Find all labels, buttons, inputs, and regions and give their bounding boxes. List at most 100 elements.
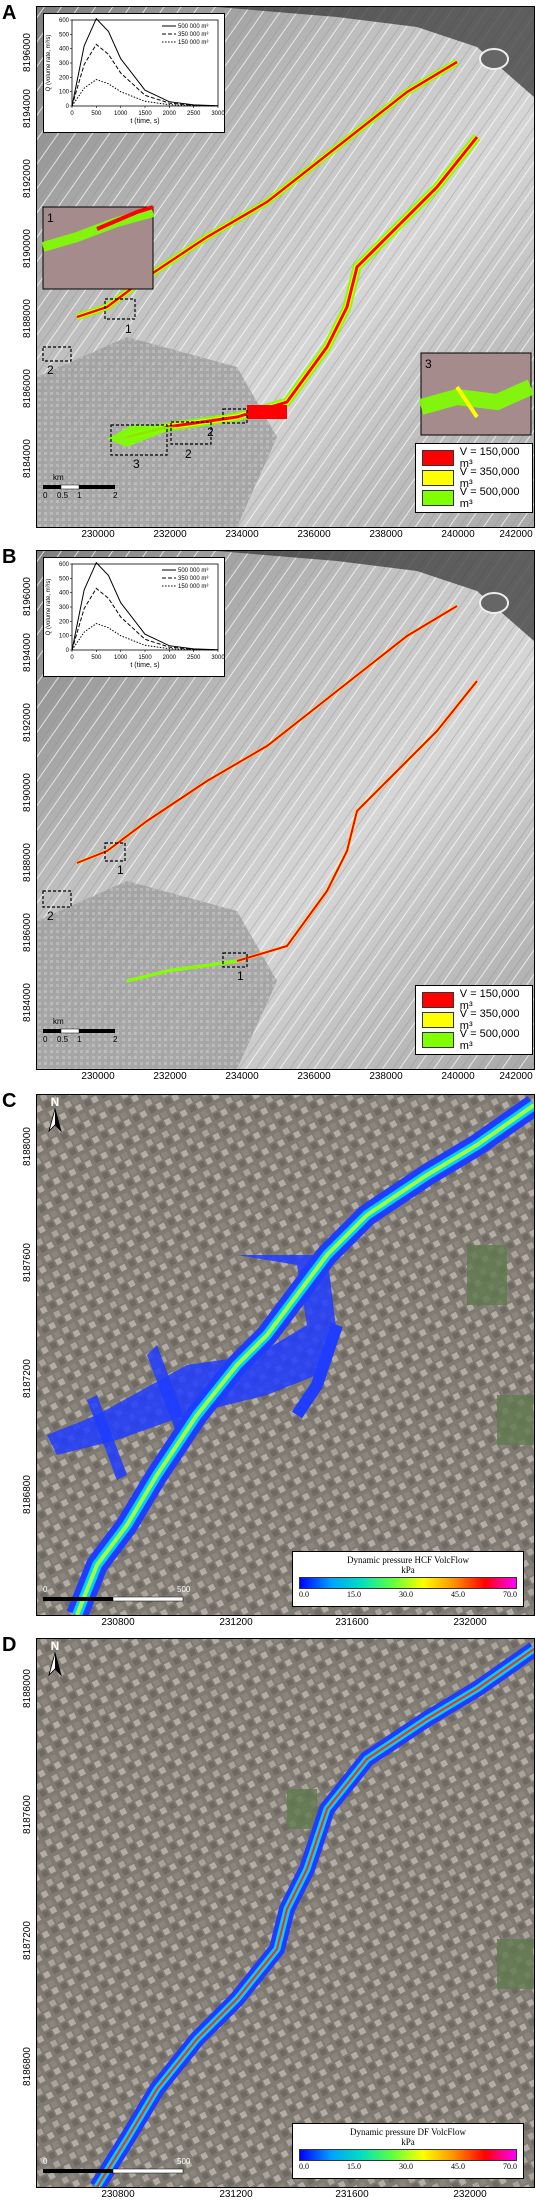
y-tick-label: 200 (59, 75, 70, 81)
scale-tick: 0 (43, 2157, 48, 2166)
scale-bar-d (43, 2168, 184, 2174)
legend-tick: 45.0 (451, 1590, 465, 1599)
legend-label: V = 350,000 m³ (459, 466, 520, 490)
legend-tick: 70.0 (503, 1590, 517, 1599)
scale-unit: km (53, 1017, 64, 1026)
x-tick-label: 0 (70, 111, 74, 117)
hillshade-map-b[interactable]: 2 1 1 km 0 0.5 1 2 0 500 1000 1500 2000 2500 3… (36, 550, 535, 1070)
legend-label: V = 350,000 m³ (459, 1008, 520, 1032)
y-tick-label: 300 (59, 61, 70, 67)
y-tick-label: 400 (59, 591, 70, 597)
y-tick: 8188000 (22, 299, 33, 338)
legend-swatch (422, 470, 454, 486)
legend-tick: 15.0 (347, 1590, 361, 1599)
x-tick-label: 2000 (163, 655, 177, 661)
scale-tick: 0.5 (57, 491, 69, 500)
x-tick: 230800 (101, 2189, 135, 2200)
legend-swatch (422, 450, 454, 466)
scale-tick: 2 (113, 1035, 118, 1044)
x-tick: 238000 (369, 1071, 403, 1082)
scale-tick: 1 (77, 491, 82, 500)
scale-bar-b (43, 1028, 115, 1034)
x-tick: 236000 (297, 529, 331, 540)
y-tick: 8196000 (22, 577, 33, 616)
hydrograph-chart: 0 500 1000 1500 2000 2500 3000 0 100 200 300 400 500… (43, 557, 225, 677)
legend-tick: 0.0 (299, 2162, 309, 2171)
y-tick: 8186800 (22, 2047, 33, 2086)
x-tick: 234000 (225, 529, 259, 540)
volume-legend-b: V = 150,000 m³ V = 350,000 m³ V = 500,00… (415, 985, 533, 1055)
x-tick: 231600 (335, 1617, 369, 1628)
hydrograph-series-line (71, 78, 219, 107)
y-tick: 8187600 (22, 1243, 33, 1282)
hillshade-map-a[interactable]: 1 2 3 2 2 1 3 km 0 0.5 1 2 0 500 1000 1500 2… (36, 6, 535, 528)
scale-tick: 0.5 (57, 1035, 69, 1044)
north-arrow-icon (48, 1651, 62, 1677)
legend-label: V = 150,000 m³ (459, 446, 520, 470)
y-tick-label: 400 (59, 47, 70, 53)
y-tick-label: 100 (59, 634, 70, 640)
legend-tick: 70.0 (503, 2162, 517, 2171)
hydrograph-legend-label: 350 000 m³ (178, 576, 208, 582)
x-tick-label: 500 (91, 655, 102, 661)
hydrograph-series-line (71, 561, 219, 651)
y-tick: 8188000 (22, 1127, 33, 1166)
y-tick: 8187200 (22, 1921, 33, 1960)
scale-tick: 1 (77, 1035, 82, 1044)
y-tick: 8186000 (22, 369, 33, 408)
scale-tick: 500 (177, 2157, 191, 2166)
x-tick-label: 3000 (211, 111, 224, 117)
legend-row: V = 350,000 m³ (422, 1008, 526, 1032)
legend-swatch (422, 992, 454, 1008)
satellite-map-d[interactable]: N 0 500 Dynamic pressure DF VolcFlow kPa… (36, 1638, 535, 2188)
legend-label: V = 500,000 m³ (459, 486, 520, 510)
zoom-label: 1 (47, 211, 54, 225)
scale-tick: 0 (43, 491, 48, 500)
legend-label: V = 150,000 m³ (459, 988, 520, 1012)
y-tick-label: 200 (59, 619, 70, 625)
color-ramp (299, 2149, 517, 2161)
y-tick: 8192000 (22, 159, 33, 198)
zoom-label: 2 (47, 363, 54, 377)
legend-tick: 15.0 (347, 2162, 361, 2171)
x-axis-label: t (time, s) (130, 662, 159, 669)
scale-bar-a (43, 484, 115, 490)
y-tick: 8184000 (22, 983, 33, 1022)
hydrograph-svg: 0 500 1000 1500 2000 2500 3000 0 100 200 300 400 500… (46, 561, 224, 669)
y-tick: 8188000 (22, 843, 33, 882)
y-tick: 8194000 (22, 633, 33, 672)
x-tick-label: 2500 (187, 111, 201, 117)
scale-tick: 0 (43, 1585, 48, 1594)
scale-bar-c (43, 1596, 184, 1602)
zoom-label: 2 (47, 909, 54, 923)
zoom-label: 1 (125, 322, 132, 336)
hydrograph-series-line (71, 587, 219, 651)
legend-ticks: 0.0 15.0 30.0 45.0 70.0 (299, 1590, 517, 1599)
y-tick: 8187200 (22, 1359, 33, 1398)
legend-row: V = 500,000 m³ (422, 1028, 526, 1052)
legend-title: Dynamic pressure DF VolcFlow (350, 2127, 466, 2137)
y-tick: 8187600 (22, 1795, 33, 1834)
pressure-legend-c: Dynamic pressure HCF VolcFlow kPa 0.0 15… (292, 1551, 524, 1607)
legend-unit: kPa (401, 1565, 415, 1575)
zoom-label: 2 (207, 425, 214, 439)
x-tick-label: 0 (70, 655, 74, 661)
x-tick: 236000 (297, 1071, 331, 1082)
panel-letter-d: D (2, 1634, 17, 1656)
y-tick: 8186800 (22, 1475, 33, 1514)
hydrograph-svg: 0 500 1000 1500 2000 2500 3000 0 100 200 300 400 500… (46, 17, 224, 125)
y-tick: 8194000 (22, 89, 33, 128)
x-tick: 232000 (153, 529, 187, 540)
hydrograph-legend-label: 150 000 m³ (178, 40, 208, 46)
y-tick: 8190000 (22, 773, 33, 812)
y-tick: 8184000 (22, 439, 33, 478)
x-tick: 231600 (335, 2189, 369, 2200)
legend-swatch (422, 1012, 454, 1028)
hydrograph-legend-label: 350 000 m³ (178, 32, 208, 38)
satellite-map-c[interactable]: N 0 500 Dynamic pressure HCF VolcFlow kP… (36, 1094, 535, 1616)
legend-title: Dynamic pressure HCF VolcFlow (347, 1555, 469, 1565)
zoom-inset-3 (418, 352, 534, 436)
satellite-d-svg (37, 1639, 534, 2187)
x-axis-label: t (time, s) (130, 118, 159, 125)
x-tick-label: 2000 (163, 111, 177, 117)
